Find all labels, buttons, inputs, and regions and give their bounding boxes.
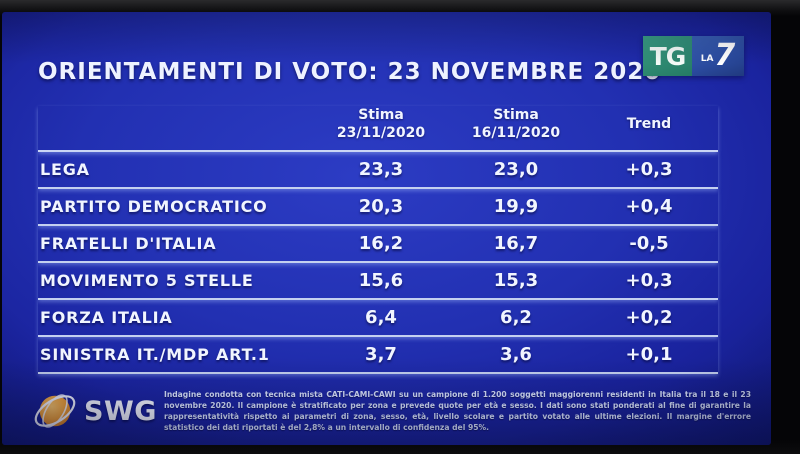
stima-23-value: 23,3 xyxy=(358,159,404,181)
trend-value: +0,3 xyxy=(625,159,673,181)
tv-blue-panel: ORIENTAMENTI DI VOTO: 23 NOVEMBRE 2020 T… xyxy=(2,12,771,445)
la7-logo-la: LA xyxy=(700,54,714,64)
party-label: FRATELLI D'ITALIA xyxy=(40,234,217,254)
stima-23-value: 20,3 xyxy=(358,196,404,218)
stima-23-value: 3,7 xyxy=(365,344,397,366)
stima-23-value: 16,2 xyxy=(358,233,404,255)
table-row-fdi: FRATELLI D'ITALIA 16,2 16,7 -0,5 xyxy=(38,226,718,264)
party-label: MOVIMENTO 5 STELLE xyxy=(40,271,254,291)
trend-value: +0,1 xyxy=(625,344,673,366)
stima-16-value: 15,3 xyxy=(493,270,539,292)
stima-16-value: 3,6 xyxy=(500,344,532,366)
party-label: PARTITO DEMOCRATICO xyxy=(40,197,268,217)
column-header-trend: Trend xyxy=(626,116,672,133)
party-label: SINISTRA IT./MDP ART.1 xyxy=(40,345,270,365)
tgla7-logo: TG LA 7 xyxy=(643,36,744,76)
swg-logo: SWG xyxy=(28,384,164,438)
table-row-fi: FORZA ITALIA 6,4 6,2 +0,2 xyxy=(38,300,718,338)
page-title: ORIENTAMENTI DI VOTO: 23 NOVEMBRE 2020 xyxy=(38,59,662,85)
footer: SWG Indagine condotta con tecnica mista … xyxy=(28,381,759,441)
methodology-note: Indagine condotta con tecnica mista CATI… xyxy=(164,390,751,432)
swg-globe-icon xyxy=(34,394,76,428)
table-row-sinistra: SINISTRA IT./MDP ART.1 3,7 3,6 +0,1 xyxy=(38,337,718,375)
trend-value: +0,3 xyxy=(625,270,673,292)
table-row-pd: PARTITO DEMOCRATICO 20,3 19,9 +0,4 xyxy=(38,189,718,227)
stima-16-value: 16,7 xyxy=(493,233,539,255)
stima-16-value: 19,9 xyxy=(493,196,539,218)
stima-23-value: 6,4 xyxy=(365,307,397,329)
stima-23-value: 15,6 xyxy=(358,270,404,292)
trend-value: +0,2 xyxy=(625,307,673,329)
swg-logo-text: SWG xyxy=(84,395,157,427)
column-header-stima-23: Stima 23/11/2020 xyxy=(336,107,426,142)
la7-logo-seven: 7 xyxy=(714,38,736,73)
column-header-party xyxy=(38,106,310,142)
tg-logo-text: TG xyxy=(649,41,687,71)
trend-value: +0,4 xyxy=(625,196,673,218)
tg-logo-icon: TG xyxy=(643,36,692,76)
poll-table: Stima 23/11/2020 Stima 16/11/2020 Trend … xyxy=(38,106,718,375)
table-row-lega: LEGA 23,3 23,0 +0,3 xyxy=(38,152,718,190)
trend-value: -0,5 xyxy=(629,233,669,255)
stima-16-value: 6,2 xyxy=(500,307,532,329)
column-header-stima-16: Stima 16/11/2020 xyxy=(471,107,561,142)
la7-logo-icon: LA 7 xyxy=(692,36,744,76)
stima-16-value: 23,0 xyxy=(493,159,539,181)
table-row-m5s: MOVIMENTO 5 STELLE 15,6 15,3 +0,3 xyxy=(38,263,718,301)
table-header-row: Stima 23/11/2020 Stima 16/11/2020 Trend xyxy=(38,106,718,153)
party-label: LEGA xyxy=(40,160,90,180)
party-label: FORZA ITALIA xyxy=(40,308,173,328)
